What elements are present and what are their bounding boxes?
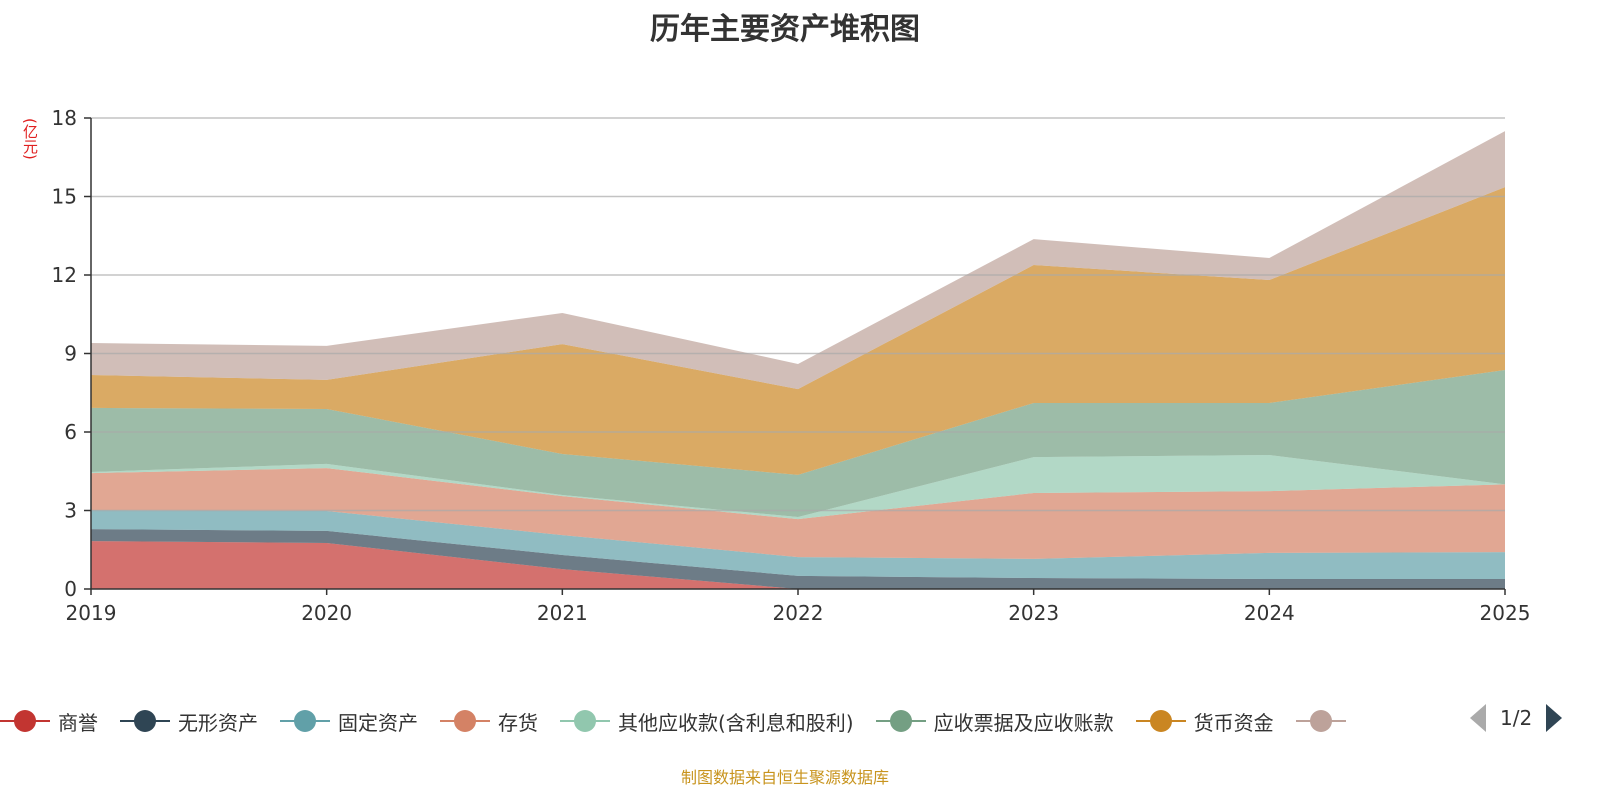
area-series-1 [91,529,1505,589]
legend-marker-icon [560,708,610,734]
legend-item[interactable]: 其他应收款(含利息和股利) [560,707,854,736]
legend-item[interactable]: 商誉 [0,707,98,736]
legend-marker-icon [875,708,926,734]
legend-label: 应收票据及应收账款 [933,710,1114,735]
area-series-2 [91,509,1505,580]
area-series-6 [91,187,1505,475]
legend-item[interactable]: 应收票据及应收账款 [875,707,1114,736]
y-tick-label: 3 [64,499,77,523]
legend-label: 固定资产 [338,710,418,735]
stacked-area-chart: 0 3 6 9 12 15 18 2019 2020 2021 2022 2023 2024 2025 [52,106,1531,625]
area-series-4 [91,455,1505,520]
x-tick-label: 2024 [1244,601,1295,625]
y-tick-label: 9 [64,342,77,366]
legend-label: 其他应收款(含利息和股利) [618,710,854,735]
prev-page-icon[interactable] [1470,704,1486,732]
legend-marker-icon [120,708,170,734]
legend-item[interactable]: 货币资金 [1135,707,1274,736]
legend-pager: 1/2 [1470,704,1563,732]
legend-label: 货币资金 [1193,710,1274,735]
x-tick-label: 2021 [537,601,588,625]
y-tick-label: 12 [52,263,77,287]
area-series-0 [91,541,1505,589]
legend-item[interactable]: 无形资产 [120,707,258,736]
legend-item[interactable]: 固定资产 [280,707,418,736]
x-tick-label: 2019 [66,601,117,625]
x-tick-label: 2025 [1480,601,1531,625]
legend-label: 商誉 [58,710,98,735]
y-tick-label: 6 [64,420,77,444]
legend-marker-icon [440,708,490,734]
next-page-icon[interactable] [1546,704,1563,732]
legend-marker-icon [1135,708,1186,734]
chart-title: 历年主要资产堆积图 [650,12,920,47]
area-series-3 [91,468,1505,559]
y-tick-label: 18 [52,106,77,130]
legend-item[interactable] [1295,708,1354,734]
legend: 商誉 无形资产 固定资产 存货 其他应收款(含利息和股利) 应收票据及应收账款 货币资金 [0,703,1452,739]
data-source-note: 制图数据来自恒生聚源数据库 [680,768,889,787]
y-tick-label: 0 [64,577,77,601]
x-tick-label: 2023 [1008,601,1059,625]
legend-label: 无形资产 [178,710,258,735]
area-series-7 [91,131,1505,390]
legend-item[interactable]: 存货 [440,707,538,736]
legend-marker-icon [280,708,330,734]
legend-label: 存货 [498,710,538,735]
legend-marker-icon [1295,708,1346,734]
x-tick-label: 2020 [301,601,352,625]
y-tick-label: 15 [52,185,77,209]
x-tick-label: 2022 [773,601,824,625]
area-series-5 [91,369,1505,518]
legend-page-indicator: 1/2 [1500,706,1533,730]
legend-marker-icon [0,708,50,734]
y-axis-unit: (亿元) [21,118,39,160]
